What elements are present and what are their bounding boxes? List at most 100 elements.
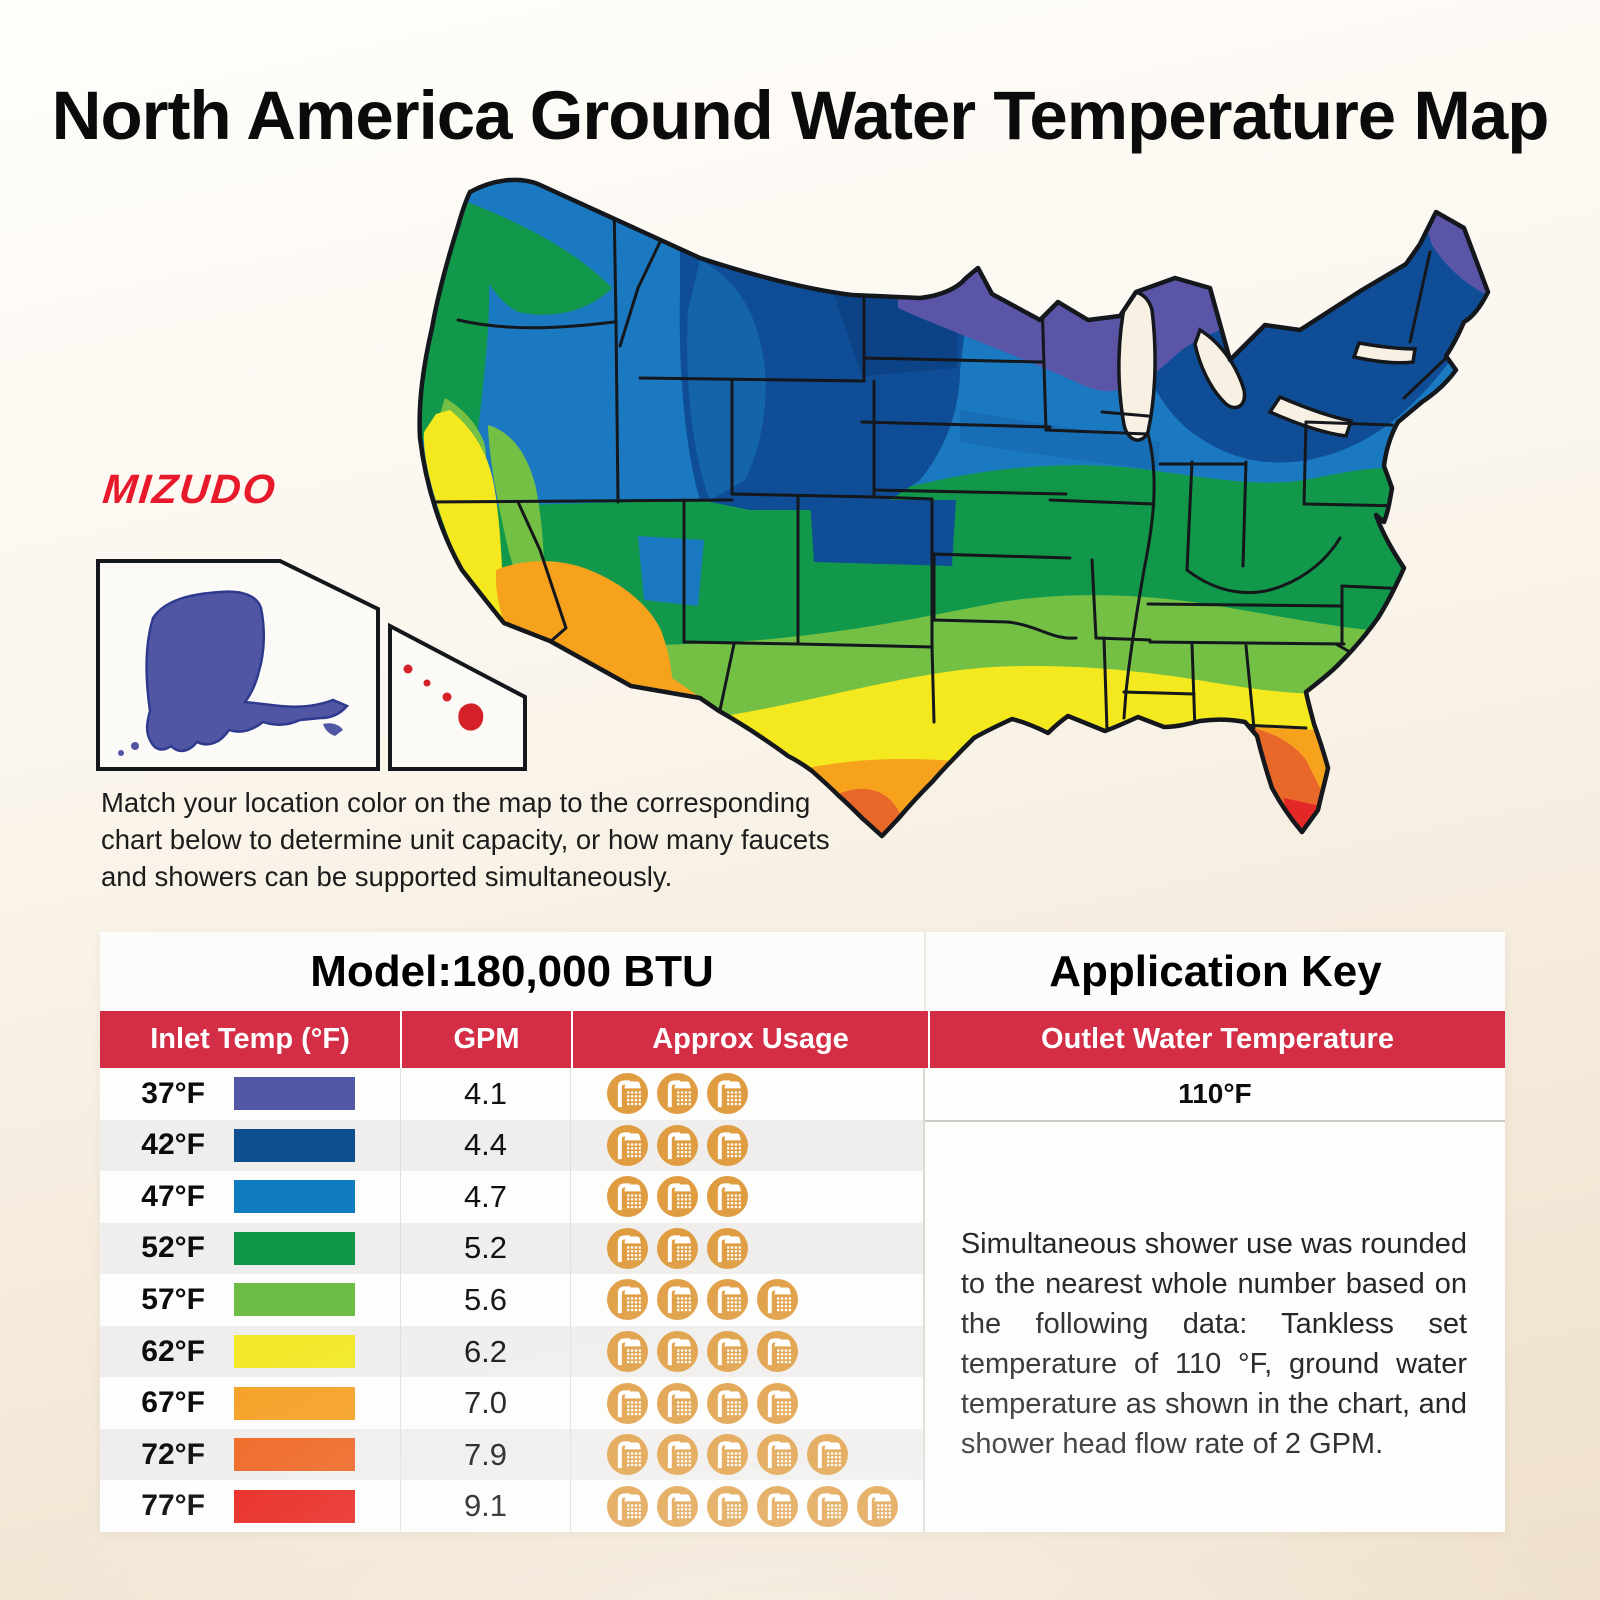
- inlet-temp-label: 52°F: [141, 1231, 205, 1265]
- inset-maps: [96, 559, 527, 771]
- shower-icon: [657, 1279, 698, 1320]
- approx-usage-cell: [570, 1325, 923, 1378]
- approx-usage-cell: [570, 1222, 923, 1275]
- table-row: 62°F 6.2: [100, 1325, 923, 1378]
- gpm-value: 4.1: [400, 1068, 570, 1120]
- us-ground-water-map: [417, 177, 1491, 839]
- temperature-color-swatch: [234, 1386, 355, 1420]
- shower-icon: [657, 1228, 698, 1269]
- temperature-color-swatch: [234, 1128, 355, 1162]
- shower-icon: [607, 1486, 648, 1527]
- table-row: 47°F 4.7: [100, 1171, 923, 1223]
- temperature-color-swatch: [234, 1283, 355, 1317]
- application-key-body: 110°F Simultaneous shower use was rounde…: [922, 1068, 1505, 1532]
- temperature-color-swatch: [234, 1438, 355, 1472]
- outlet-temperature-value: 110°F: [924, 1068, 1505, 1122]
- intro-line: Match your location color on the map to …: [101, 787, 811, 818]
- shower-icon: [757, 1434, 798, 1475]
- hawaii-inset: [388, 622, 527, 771]
- column-headers: Inlet Temp (°F) GPM Approx Usage Outlet …: [100, 1011, 1505, 1068]
- inlet-temp-cell: 42°F: [100, 1120, 400, 1172]
- shower-icon: [607, 1125, 648, 1166]
- gpm-value: 5.6: [400, 1274, 570, 1326]
- shower-icon: [607, 1383, 648, 1424]
- shower-icon: [757, 1331, 798, 1372]
- shower-icon: [607, 1279, 648, 1320]
- approx-usage-cell: [570, 1274, 923, 1326]
- shower-icon: [607, 1228, 648, 1269]
- inlet-temp-label: 37°F: [141, 1076, 205, 1110]
- shower-icon: [657, 1073, 698, 1114]
- shower-icon: [807, 1486, 848, 1527]
- table-row: 52°F 5.2: [100, 1222, 923, 1275]
- application-note: Simultaneous shower use was rounded to t…: [960, 1228, 1468, 1460]
- shower-icon: [657, 1331, 698, 1372]
- model-header: Model:180,000 BTU: [100, 932, 926, 1011]
- inlet-temp-label: 62°F: [141, 1334, 205, 1368]
- shower-icon: [657, 1125, 698, 1166]
- brand-logo: MIZUDO: [100, 466, 280, 512]
- shower-icon: [607, 1434, 648, 1475]
- inlet-temp-label: 67°F: [141, 1386, 205, 1420]
- gpm-value: 4.7: [400, 1171, 570, 1223]
- temperature-color-swatch: [234, 1180, 355, 1214]
- panel-header: Model:180,000 BTU Application Key: [100, 932, 1505, 1011]
- shower-icon: [707, 1486, 748, 1527]
- table-row: 77°F 9.1: [100, 1480, 923, 1532]
- gpm-value: 6.2: [400, 1325, 570, 1378]
- shower-icon: [607, 1176, 648, 1217]
- inlet-temp-label: 47°F: [141, 1179, 205, 1213]
- inlet-temp-cell: 67°F: [100, 1377, 400, 1429]
- temperature-color-swatch: [234, 1335, 355, 1368]
- intro-line: chart below to determine unit capacity, …: [101, 824, 830, 855]
- shower-icon: [657, 1486, 698, 1527]
- table-row: 72°F 7.9: [100, 1428, 923, 1481]
- inlet-temp-label: 57°F: [141, 1282, 205, 1316]
- approx-usage-cell: [570, 1068, 923, 1120]
- shower-icon: [757, 1486, 798, 1527]
- inlet-temp-cell: 77°F: [100, 1480, 400, 1532]
- shower-icon: [757, 1279, 798, 1320]
- gpm-value: 7.0: [400, 1377, 570, 1429]
- rows: 37°F 4.1 42°F 4.4 47°F 4.7 52°F: [100, 1068, 923, 1532]
- inlet-temp-label: 77°F: [141, 1489, 205, 1523]
- shower-icon: [707, 1434, 748, 1475]
- page-title: North America Ground Water Temperature M…: [51, 77, 1550, 154]
- alaska-inset: [96, 559, 380, 771]
- inlet-temp-cell: 47°F: [100, 1171, 400, 1223]
- shower-icon: [807, 1434, 848, 1475]
- approx-usage-cell: [570, 1119, 923, 1172]
- col-outlet-water-temperature: Outlet Water Temperature: [928, 1011, 1505, 1068]
- shower-icon: [707, 1228, 748, 1269]
- shower-icon: [707, 1331, 748, 1372]
- gpm-value: 5.2: [400, 1222, 570, 1275]
- inlet-temp-cell: 62°F: [100, 1326, 400, 1378]
- inlet-temp-cell: 52°F: [100, 1223, 400, 1275]
- table-row: 37°F 4.1: [100, 1068, 923, 1120]
- table-row: 57°F 5.6: [100, 1274, 923, 1326]
- intro-text: Match your location color on the map to …: [101, 784, 830, 895]
- temperature-color-swatch: [234, 1489, 355, 1523]
- shower-icon: [707, 1176, 748, 1217]
- inlet-temp-label: 42°F: [141, 1128, 205, 1162]
- col-approx-usage: Approx Usage: [571, 1011, 928, 1068]
- shower-icon: [607, 1331, 648, 1372]
- col-gpm: GPM: [400, 1011, 571, 1068]
- shower-icon: [757, 1383, 798, 1424]
- temperature-color-swatch: [234, 1077, 355, 1111]
- table-body: 37°F 4.1 42°F 4.4 47°F 4.7 52°F: [100, 1068, 1505, 1532]
- capacity-panel: Model:180,000 BTU Application Key Inlet …: [100, 932, 1505, 1532]
- gpm-value: 7.9: [400, 1428, 570, 1481]
- shower-icon: [857, 1486, 898, 1527]
- shower-icon: [657, 1434, 698, 1475]
- gpm-value: 9.1: [400, 1480, 570, 1532]
- gpm-value: 4.4: [400, 1119, 570, 1172]
- inlet-temp-cell: 37°F: [100, 1068, 400, 1120]
- table-row: 67°F 7.0: [100, 1377, 923, 1429]
- approx-usage-cell: [570, 1171, 923, 1223]
- inlet-temp-cell: 57°F: [100, 1274, 400, 1326]
- shower-icon: [707, 1279, 748, 1320]
- shower-icon: [657, 1383, 698, 1424]
- inlet-temp-cell: 72°F: [100, 1429, 400, 1481]
- col-inlet-temp: Inlet Temp (°F): [150, 1023, 350, 1055]
